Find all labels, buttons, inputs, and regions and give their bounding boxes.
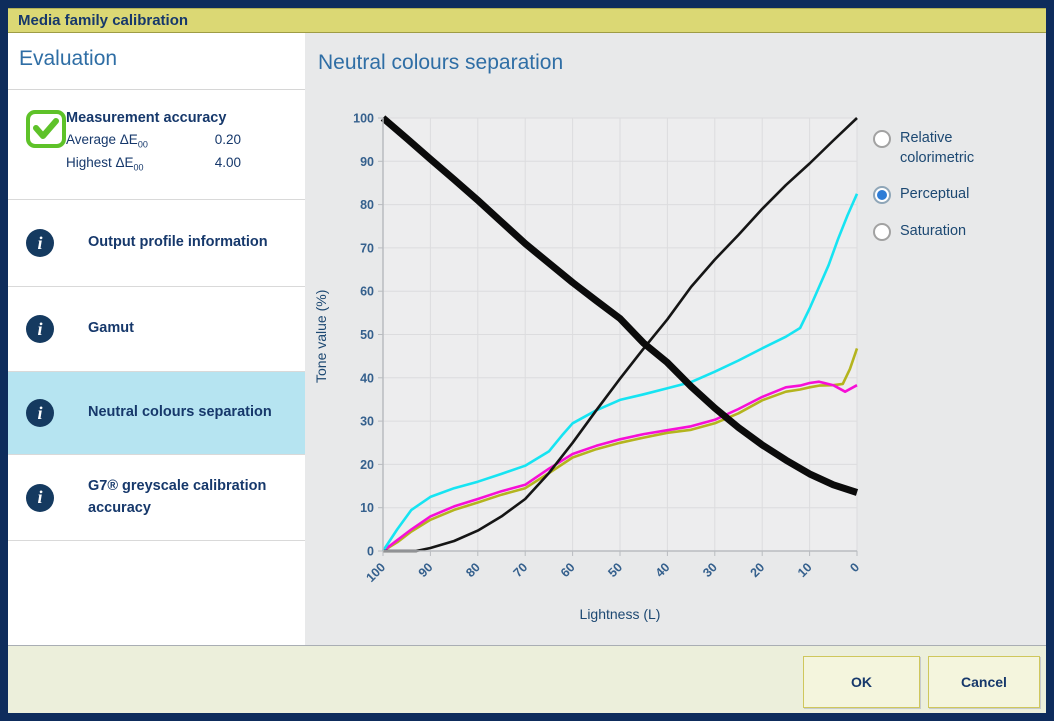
radio-perceptual[interactable]: Perceptual: [873, 185, 1041, 205]
series-yellow-channel: [382, 347, 859, 553]
radio-button-icon[interactable]: [873, 186, 891, 205]
series-cyan-channel: [381, 193, 859, 552]
deltae-subscript: 00: [137, 139, 148, 150]
x-tick-label: 20: [748, 560, 768, 580]
dialog-content: Evaluation Measurement accuracy Average …: [8, 33, 1046, 645]
y-tick-label: 40: [360, 371, 374, 385]
sidebar-item-measurement-accuracy[interactable]: Measurement accuracy Average ΔE00 0.20 H…: [8, 90, 305, 200]
sidebar-heading: Evaluation: [8, 33, 305, 90]
info-icon: i: [26, 483, 54, 512]
y-tick-label: 100: [353, 112, 374, 126]
series-magenta-channel: [382, 380, 858, 553]
x-axis-title: Lightness (L): [579, 606, 661, 622]
page-title: Neutral colours separation: [318, 51, 564, 74]
y-axis-title: Tone value (%): [313, 289, 329, 383]
y-tick-label: 30: [360, 415, 374, 429]
evaluation-sidebar: Evaluation Measurement accuracy Average …: [8, 33, 305, 645]
y-tick-label: 60: [360, 285, 374, 299]
highest-deltae-row: Highest ΔE00 4.00: [66, 154, 241, 173]
x-tick-label: 40: [653, 560, 673, 580]
radio-label: Saturation: [900, 222, 967, 239]
cancel-button[interactable]: Cancel: [928, 656, 1040, 708]
info-icon: i: [26, 399, 54, 427]
y-tick-label: 0: [367, 545, 374, 559]
sidebar-item-g7-greyscale-calibration-accuracy[interactable]: i G7® greyscale calibration accuracy: [8, 455, 305, 541]
average-deltae-value: 0.20: [214, 132, 241, 147]
x-tick-label: 0: [847, 560, 862, 575]
dialog-footer: OK Cancel: [8, 645, 1046, 713]
y-tick-label: 20: [360, 458, 374, 472]
info-icon: i: [26, 315, 54, 343]
sidebar-item-label: G7® greyscale calibration accuracy: [88, 477, 267, 516]
tone-curve-chart: 100 90 80 70 60 50 40 30 20 10 0 0 10 20 30 40 50 60 70 80 9…: [335, 108, 869, 618]
sidebar-item-label: Gamut: [88, 320, 134, 337]
radio-relative-colorimetric[interactable]: Relative colorimetric: [873, 129, 1041, 168]
radio-button-icon[interactable]: [873, 222, 891, 241]
x-tick-label: 70: [511, 560, 531, 580]
average-deltae-row: Average ΔE00 0.20: [66, 132, 241, 150]
series-lightness-thick-black: [380, 115, 859, 496]
window-titlebar: Media family calibration: [8, 8, 1046, 33]
y-tick-label: 80: [360, 198, 374, 212]
ok-button[interactable]: OK: [803, 656, 920, 708]
x-tick-label: 60: [558, 560, 578, 580]
info-icon: i: [26, 229, 54, 257]
sidebar-item-gamut[interactable]: i Gamut: [8, 287, 305, 372]
sidebar-item-label: Neutral colours separation: [88, 404, 272, 421]
rendering-intent-radio-group: Relative colorimetric Perceptual Saturat…: [873, 129, 1041, 258]
measurement-accuracy-title: Measurement accuracy: [66, 110, 227, 126]
x-tick-label: 90: [416, 560, 436, 580]
x-tick-label: 30: [700, 560, 720, 580]
sidebar-item-neutral-colours-separation[interactable]: i Neutral colours separation: [8, 372, 305, 455]
y-tick-label: 70: [360, 241, 374, 255]
y-tick-label: 50: [360, 328, 374, 342]
x-tick-label: 10: [795, 560, 815, 580]
radio-saturation[interactable]: Saturation: [873, 222, 1041, 242]
y-tick-label: 10: [360, 501, 374, 515]
deltae-subscript: 00: [133, 162, 144, 173]
series-black-channel-thin: [383, 117, 858, 553]
sidebar-item-output-profile-information[interactable]: i Output profile information: [8, 200, 305, 287]
window-title: Media family calibration: [18, 12, 189, 29]
x-tick-label: 80: [463, 560, 483, 580]
green-check-icon: [26, 110, 66, 148]
radio-label: Perceptual: [900, 186, 970, 203]
x-tick-label: 50: [605, 560, 625, 580]
neutral-colours-separation-panel: Neutral colours separation Tone value (%…: [305, 33, 1046, 645]
highest-deltae-value: 4.00: [214, 154, 241, 170]
radio-label: Relative colorimetric: [900, 130, 975, 166]
radio-button-icon[interactable]: [873, 130, 891, 148]
y-tick-label: 90: [360, 155, 374, 169]
chart-canvas: 100 90 80 70 60 50 40 30 20 10 0010203040506070809…: [353, 112, 862, 585]
x-tick-label: 100: [363, 560, 388, 585]
sidebar-item-label: Output profile information: [88, 234, 268, 251]
